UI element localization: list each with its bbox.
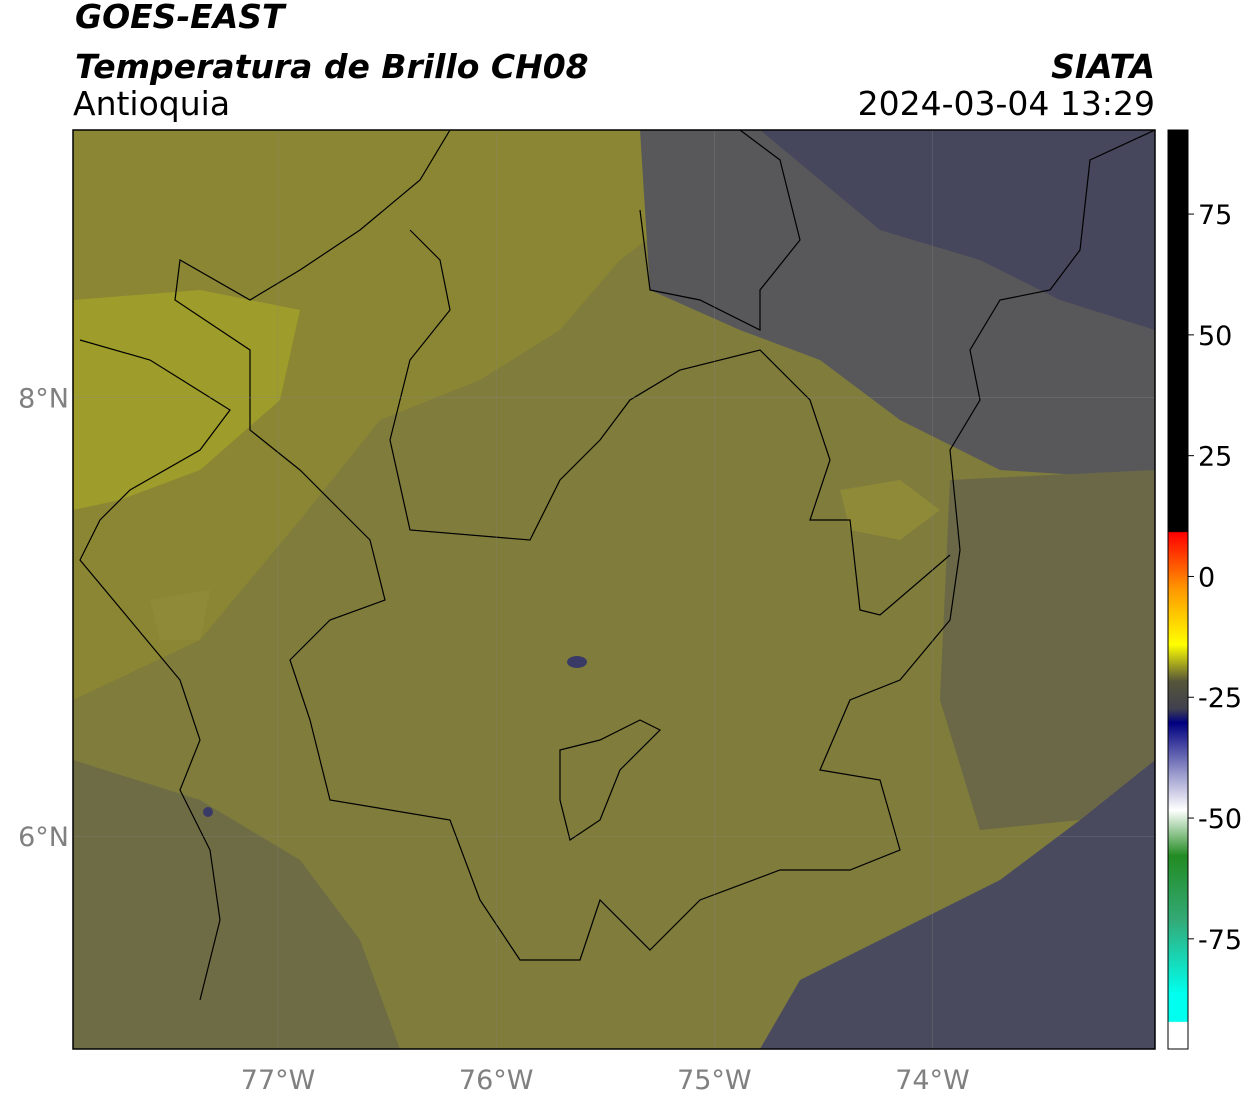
map-image xyxy=(73,130,1155,1049)
source: SIATA xyxy=(1051,47,1155,86)
lat-tick-label: 6°N xyxy=(18,822,69,853)
region: Antioquia xyxy=(73,84,230,123)
subtitle: Temperatura de Brillo CH08 xyxy=(75,47,589,86)
colorbar-tick-label: -75 xyxy=(1198,925,1242,956)
colorbar-tick-label: -50 xyxy=(1198,804,1242,835)
lon-tick-label: 76°W xyxy=(459,1065,534,1096)
grid xyxy=(73,130,1155,1049)
lon-tick-label: 75°W xyxy=(677,1065,752,1096)
title: GOES-EAST xyxy=(75,0,287,36)
datetime: 2024-03-04 13:29 xyxy=(858,84,1155,123)
colorbar-tick-label: 50 xyxy=(1198,321,1232,352)
map-frame xyxy=(72,129,1156,1050)
lat-tick-label: 8°N xyxy=(18,384,69,415)
lon-tick-label: 74°W xyxy=(895,1065,970,1096)
colorbar-tick-label: 25 xyxy=(1198,442,1232,473)
colorbar-tick-label: 75 xyxy=(1198,200,1232,231)
colorbar-tick-label: 0 xyxy=(1198,562,1215,593)
colorbar xyxy=(1167,129,1189,1050)
lon-tick-label: 77°W xyxy=(241,1065,316,1096)
colorbar-tick-label: -25 xyxy=(1198,683,1242,714)
